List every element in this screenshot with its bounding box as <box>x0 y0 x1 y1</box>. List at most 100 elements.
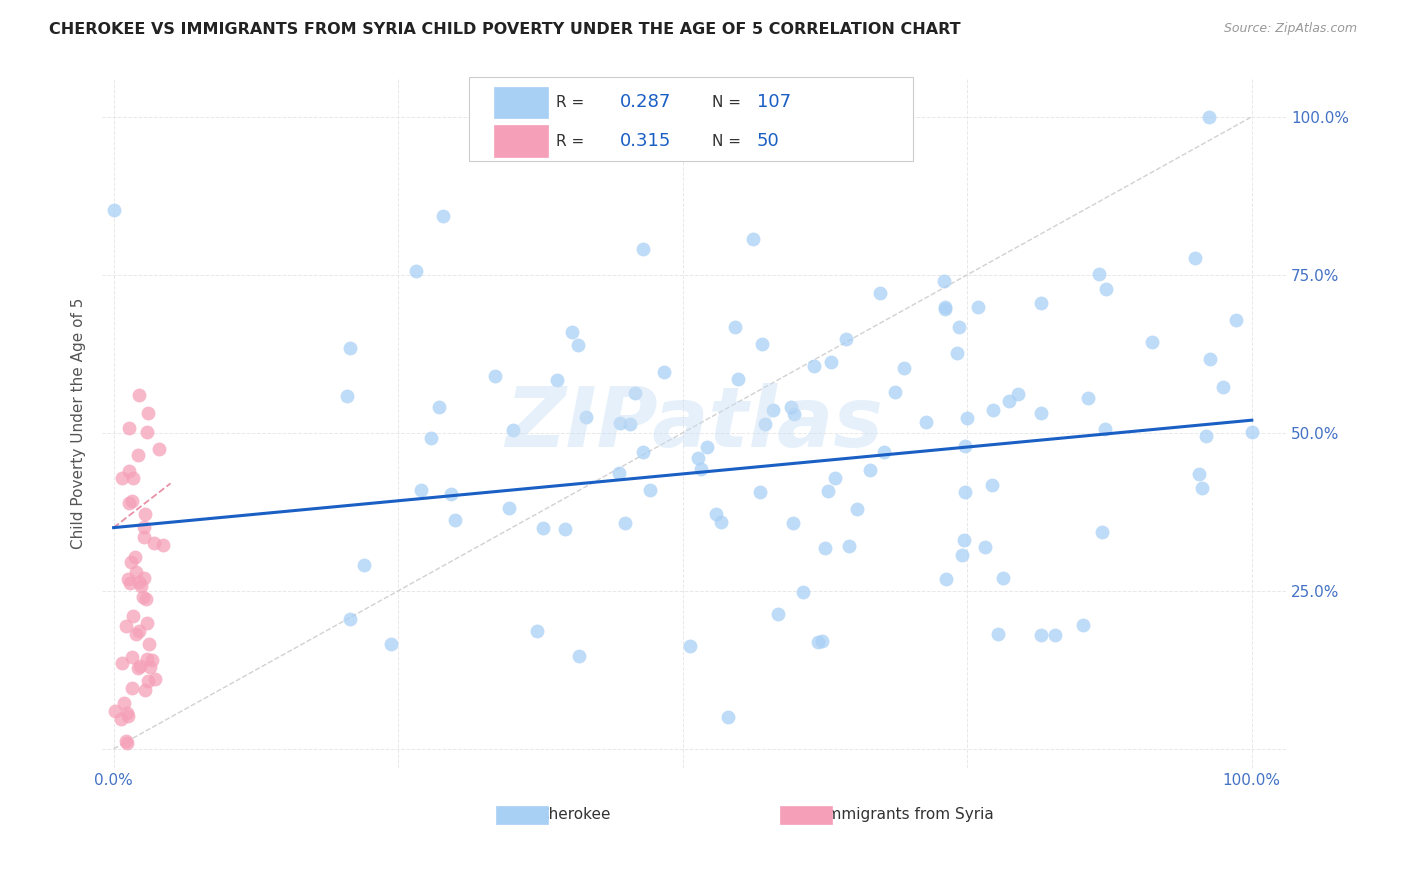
Point <box>690 462 713 476</box>
Text: R =: R = <box>555 95 589 110</box>
Point <box>122 608 145 623</box>
Text: Source: ZipAtlas.com: Source: ZipAtlas.com <box>1223 22 1357 36</box>
Text: ZIPatlas: ZIPatlas <box>505 383 883 464</box>
Point <box>432 210 454 224</box>
Point <box>124 627 146 641</box>
Text: N =: N = <box>711 134 745 149</box>
Point <box>138 636 160 650</box>
Point <box>127 661 149 675</box>
Point <box>129 659 152 673</box>
Point <box>136 652 159 666</box>
Point <box>1212 379 1234 393</box>
Point <box>723 319 745 334</box>
Point <box>141 653 163 667</box>
Text: Cherokee: Cherokee <box>538 807 610 822</box>
Point <box>814 541 837 555</box>
Point <box>932 274 955 288</box>
Point <box>883 385 905 400</box>
Point <box>1094 282 1116 296</box>
Point <box>609 416 631 430</box>
Point <box>1091 525 1114 540</box>
Point <box>419 431 441 445</box>
Point <box>696 440 718 454</box>
Point <box>950 548 973 562</box>
Point <box>638 483 661 498</box>
Point <box>1029 628 1052 642</box>
Point <box>484 368 506 383</box>
Point <box>973 540 995 554</box>
Point <box>956 411 979 425</box>
Point <box>411 483 433 497</box>
Point <box>117 709 139 723</box>
Point <box>727 372 749 386</box>
Point <box>554 523 576 537</box>
Point <box>139 659 162 673</box>
Point <box>128 574 150 589</box>
Point <box>439 487 461 501</box>
Text: Immigrants from Syria: Immigrants from Syria <box>823 807 994 822</box>
Point <box>568 648 591 663</box>
FancyBboxPatch shape <box>494 87 548 119</box>
Point <box>560 325 582 339</box>
Point <box>686 450 709 465</box>
Point <box>631 242 654 256</box>
Point <box>981 403 1004 417</box>
Point <box>820 355 842 369</box>
Point <box>783 408 806 422</box>
Point <box>444 513 467 527</box>
Text: 0.287: 0.287 <box>620 94 671 112</box>
Point <box>1088 267 1111 281</box>
Point <box>748 484 770 499</box>
Point <box>678 639 700 653</box>
Text: 0.315: 0.315 <box>620 132 671 150</box>
Point <box>873 445 896 459</box>
Point <box>148 442 170 457</box>
Point <box>807 634 830 648</box>
Point <box>531 521 554 535</box>
Point <box>118 576 141 591</box>
Point <box>761 402 783 417</box>
Point <box>766 607 789 621</box>
Point <box>143 536 166 550</box>
Point <box>817 484 839 499</box>
Point <box>652 365 675 379</box>
Point <box>380 637 402 651</box>
Point <box>129 578 152 592</box>
Point <box>991 571 1014 585</box>
Point <box>118 421 141 435</box>
Point <box>946 346 969 360</box>
Text: R =: R = <box>555 134 589 149</box>
Point <box>502 423 524 437</box>
Point <box>1225 313 1247 327</box>
Point <box>128 388 150 402</box>
Point <box>118 496 141 510</box>
Point <box>613 516 636 530</box>
Point <box>112 696 135 710</box>
Point <box>546 373 568 387</box>
Point <box>114 733 136 747</box>
Point <box>952 533 974 548</box>
Point <box>717 710 740 724</box>
Point <box>934 300 956 314</box>
Point <box>780 400 803 414</box>
Point <box>498 501 520 516</box>
Point <box>127 448 149 462</box>
Point <box>103 202 125 217</box>
Point <box>845 501 868 516</box>
Point <box>138 406 160 420</box>
Point <box>121 649 143 664</box>
Point <box>132 571 155 585</box>
Point <box>526 624 548 639</box>
Point <box>132 520 155 534</box>
Point <box>120 555 142 569</box>
Point <box>339 341 361 355</box>
Point <box>782 516 804 530</box>
Point <box>859 463 882 477</box>
Point <box>353 558 375 573</box>
Point <box>1071 617 1094 632</box>
Point <box>111 656 134 670</box>
Point <box>742 232 765 246</box>
Point <box>997 394 1019 409</box>
Point <box>838 539 860 553</box>
Text: N =: N = <box>711 95 745 110</box>
